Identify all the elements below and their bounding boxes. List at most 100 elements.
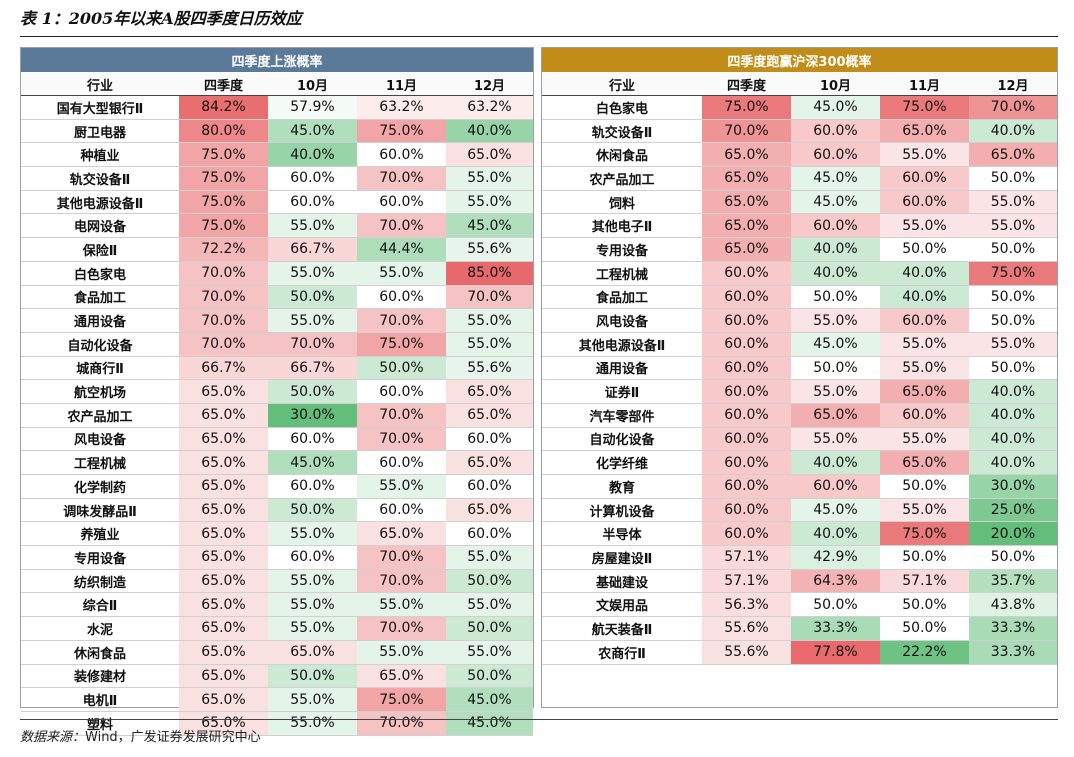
table-row: 自动化设备 60.0% 55.0% 55.0% 40.0%: [542, 427, 1057, 452]
table-row: 装修建材 65.0% 50.0% 65.0% 50.0%: [21, 664, 533, 689]
nov-cell: 75.0%: [357, 688, 446, 712]
nov-cell: 65.0%: [357, 664, 446, 689]
industry-cell: 调味发酵品Ⅱ: [21, 499, 179, 523]
title-divider: [20, 36, 1058, 37]
table-row: 休闲食品 65.0% 65.0% 55.0% 55.0%: [21, 640, 533, 665]
dec-cell: 55.0%: [969, 190, 1057, 215]
industry-cell: 化学纤维: [542, 451, 702, 475]
oct-cell: 45.0%: [268, 451, 357, 475]
q4-cell: 65.0%: [179, 475, 268, 499]
dec-cell: 55.0%: [969, 214, 1057, 239]
q4-cell: 65.0%: [179, 688, 268, 712]
column-header-q4: 四季度: [702, 73, 791, 96]
nov-cell: 70.0%: [357, 167, 446, 191]
oct-cell: 45.0%: [791, 498, 880, 523]
oct-cell: 45.0%: [791, 332, 880, 357]
oct-cell: 50.0%: [268, 380, 357, 404]
table-row: 农商行Ⅱ 55.6% 77.8% 22.2% 33.3%: [542, 640, 1057, 665]
industry-cell: 教育: [542, 475, 702, 499]
industry-cell: 塑料: [21, 712, 179, 736]
industry-cell: 证券Ⅱ: [542, 380, 702, 404]
oct-cell: 30.0%: [268, 403, 357, 428]
table-row: 化学纤维 60.0% 40.0% 65.0% 40.0%: [542, 451, 1057, 475]
industry-cell: 综合Ⅱ: [21, 593, 179, 618]
dec-cell: 35.7%: [969, 569, 1057, 594]
industry-cell: 自动化设备: [21, 333, 179, 357]
dec-cell: 55.0%: [446, 190, 533, 215]
oct-cell: 55.0%: [268, 617, 357, 641]
rise-probability-table: 四季度上涨概率 行业 四季度 10月 11月 12月 国有大型银行Ⅱ 84.2% 5…: [21, 48, 533, 736]
table-row: 专用设备 65.0% 40.0% 50.0% 50.0%: [542, 238, 1057, 262]
nov-cell: 55.0%: [880, 143, 969, 168]
table-row: 电机Ⅱ 65.0% 55.0% 75.0% 45.0%: [21, 688, 533, 712]
source-text: Wind，广发证券发展研究中心: [85, 730, 261, 745]
nov-cell: 55.0%: [357, 640, 446, 665]
q4-cell: 65.0%: [179, 664, 268, 689]
table-row: 养殖业 65.0% 55.0% 65.0% 60.0%: [21, 522, 533, 547]
column-header-dec: 12月: [969, 73, 1057, 96]
industry-cell: 其他电子Ⅱ: [542, 214, 702, 239]
table-row: 通用设备 70.0% 55.0% 70.0% 55.0%: [21, 309, 533, 333]
nov-cell: 60.0%: [880, 309, 969, 333]
q4-cell: 60.0%: [702, 332, 791, 357]
oct-cell: 55.0%: [268, 711, 357, 736]
nov-cell: 70.0%: [357, 427, 446, 452]
column-header-oct: 10月: [268, 73, 357, 96]
outperform-probability-table: 四季度跑赢沪深300概率 行业 四季度 10月 11月 12月 白色家电 75.0…: [542, 48, 1057, 665]
dec-cell: 40.0%: [969, 380, 1057, 404]
industry-cell: 城商行Ⅱ: [21, 357, 179, 381]
oct-cell: 50.0%: [791, 593, 880, 618]
nov-cell: 40.0%: [880, 285, 969, 310]
table-row: 证券Ⅱ 60.0% 55.0% 65.0% 40.0%: [542, 380, 1057, 404]
oct-cell: 55.0%: [268, 569, 357, 594]
dec-cell: 50.0%: [969, 356, 1057, 381]
oct-cell: 40.0%: [268, 143, 357, 168]
oct-cell: 45.0%: [268, 119, 357, 144]
nov-cell: 60.0%: [357, 451, 446, 475]
nov-cell: 60.0%: [357, 143, 446, 168]
q4-cell: 60.0%: [702, 427, 791, 452]
q4-cell: 65.0%: [179, 640, 268, 665]
source-note: 数据来源：Wind，广发证券发展研究中心: [20, 727, 261, 749]
q4-cell: 57.1%: [702, 546, 791, 570]
dec-cell: 55.6%: [446, 238, 533, 262]
table-row: 通用设备 60.0% 50.0% 55.0% 50.0%: [542, 356, 1057, 381]
dec-cell: 63.2%: [446, 96, 533, 120]
industry-cell: 休闲食品: [21, 641, 179, 665]
nov-cell: 22.2%: [880, 640, 969, 665]
oct-cell: 70.0%: [268, 332, 357, 357]
oct-cell: 45.0%: [791, 167, 880, 191]
nov-cell: 50.0%: [880, 546, 969, 570]
table-row: 食品加工 70.0% 50.0% 60.0% 70.0%: [21, 285, 533, 310]
q4-cell: 75.0%: [179, 143, 268, 168]
dec-cell: 70.0%: [446, 285, 533, 310]
industry-cell: 航天装备Ⅱ: [542, 617, 702, 641]
nov-cell: 55.0%: [357, 261, 446, 286]
oct-cell: 77.8%: [791, 640, 880, 665]
dec-cell: 40.0%: [969, 119, 1057, 144]
dec-cell: 55.6%: [446, 356, 533, 381]
oct-cell: 55.0%: [791, 309, 880, 333]
table-row: 航天装备Ⅱ 55.6% 33.3% 50.0% 33.3%: [542, 617, 1057, 641]
q4-cell: 80.0%: [179, 119, 268, 144]
dec-cell: 50.0%: [446, 617, 533, 641]
q4-cell: 65.0%: [702, 214, 791, 239]
q4-cell: 70.0%: [179, 261, 268, 286]
nov-cell: 50.0%: [880, 475, 969, 499]
dec-cell: 45.0%: [446, 214, 533, 239]
column-header-industry: 行业: [542, 73, 702, 96]
table-row: 综合Ⅱ 65.0% 55.0% 55.0% 55.0%: [21, 593, 533, 618]
industry-cell: 专用设备: [21, 546, 179, 570]
q4-cell: 60.0%: [702, 309, 791, 333]
dec-cell: 50.0%: [969, 546, 1057, 570]
table-row: 化学制药 65.0% 60.0% 55.0% 60.0%: [21, 475, 533, 499]
dec-cell: 65.0%: [446, 380, 533, 404]
nov-cell: 55.0%: [880, 356, 969, 381]
q4-cell: 60.0%: [702, 261, 791, 286]
nov-cell: 50.0%: [357, 356, 446, 381]
nov-cell: 75.0%: [880, 96, 969, 120]
oct-cell: 65.0%: [791, 403, 880, 428]
column-header-industry: 行业: [21, 73, 179, 96]
nov-cell: 40.0%: [880, 261, 969, 286]
oct-cell: 57.9%: [268, 96, 357, 120]
